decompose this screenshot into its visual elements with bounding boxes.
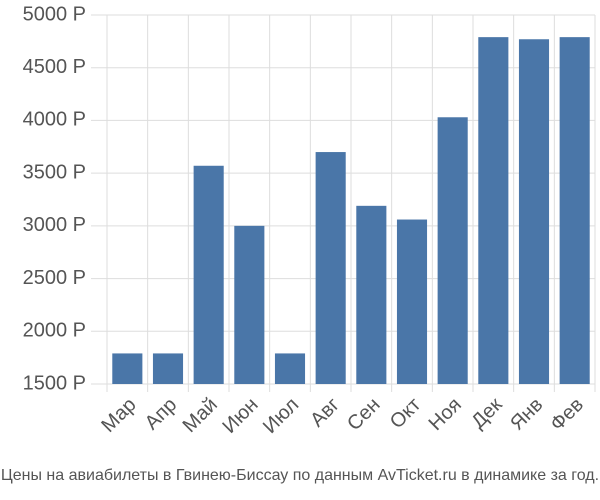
bar (315, 152, 346, 384)
x-tick-label: Мар (97, 394, 140, 437)
bar (437, 117, 468, 384)
y-tick-label: 2500 Р (23, 267, 86, 289)
x-tick-label: Сен (343, 394, 384, 435)
bar (356, 205, 387, 384)
bar (152, 353, 184, 384)
y-tick-label: 3000 Р (23, 214, 86, 236)
y-tick-label: 5000 Р (23, 3, 86, 25)
bar (193, 165, 224, 384)
x-tick-label: Дек (467, 394, 506, 433)
x-tick-label: Апр (141, 394, 182, 435)
chart-caption: Цены на авиабилеты в Гвинею-Биссау по да… (1, 467, 599, 484)
x-tick-label: Май (179, 394, 222, 437)
bar (274, 353, 306, 384)
y-tick-label: 2000 Р (23, 320, 86, 342)
y-tick-label: 4000 Р (23, 109, 86, 131)
y-tick-label: 1500 Р (23, 372, 86, 394)
bar (518, 39, 550, 385)
bar (234, 225, 265, 384)
bar (478, 37, 509, 384)
bar (396, 219, 428, 384)
x-tick-label: Окт (386, 394, 425, 433)
x-tick-label: Июл (259, 394, 303, 438)
x-tick-label: Июн (218, 394, 262, 438)
x-tick-label: Ноя (425, 394, 466, 435)
x-tick-label: Авг (306, 394, 344, 432)
y-tick-label: 4500 Р (23, 56, 86, 78)
bar (112, 353, 143, 384)
bar (559, 37, 590, 384)
x-tick-label: Фев (546, 394, 588, 436)
x-tick-label: Янв (506, 394, 547, 435)
y-tick-label: 3500 Р (23, 161, 86, 183)
